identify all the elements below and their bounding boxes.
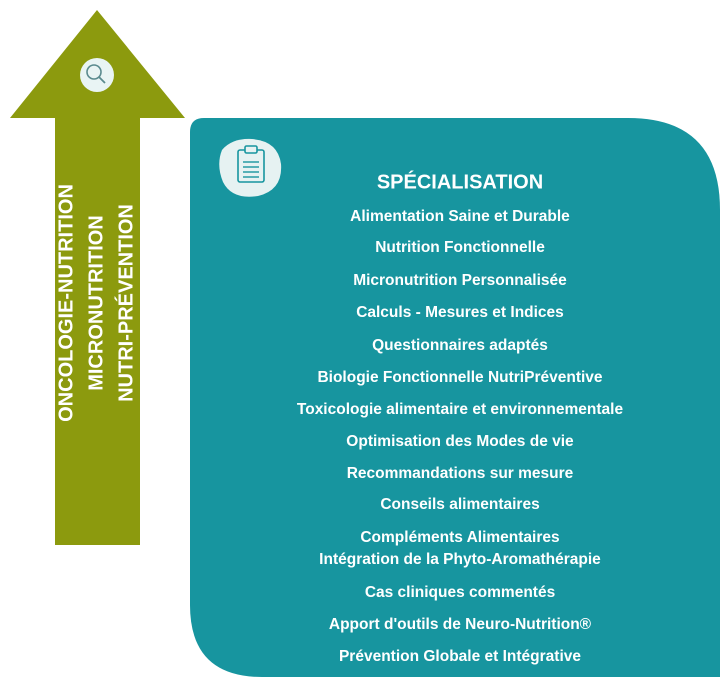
specialisation-item: Optimisation des Modes de vie <box>346 433 574 450</box>
specialisation-item: Cas cliniques commentés <box>365 584 555 601</box>
search-icon <box>80 58 114 92</box>
specialisation-item: Intégration de la Phyto-Aromathérapie <box>319 551 601 568</box>
specialisation-item: Nutrition Fonctionnelle <box>375 239 545 256</box>
clipboard-icon <box>219 138 282 197</box>
specialisation-item: Toxicologie alimentaire et environnement… <box>297 401 624 418</box>
specialisation-item: Conseils alimentaires <box>380 496 539 513</box>
specialisation-item: Compléments Alimentaires <box>360 529 559 546</box>
specialisation-item: Apport d'outils de Neuro-Nutrition® <box>329 616 592 633</box>
specialisation-item: Recommandations sur mesure <box>347 465 574 482</box>
up-arrow <box>10 10 185 545</box>
specialisation-panel <box>190 118 720 677</box>
specialisation-item: Questionnaires adaptés <box>372 337 548 354</box>
panel-title: SPÉCIALISATION <box>377 170 543 193</box>
arrow-label: ONCOLOGIE-NUTRITION <box>55 184 77 422</box>
specialisation-item: Calculs - Mesures et Indices <box>356 304 564 321</box>
arrow-label: NUTRI-PRÉVENTION <box>114 204 137 402</box>
specialisation-item: Alimentation Saine et Durable <box>350 208 570 225</box>
arrow-label: MICRONUTRITION <box>85 215 107 391</box>
specialisation-item: Prévention Globale et Intégrative <box>339 648 581 665</box>
specialisation-item: Micronutrition Personnalisée <box>353 272 567 289</box>
specialisation-item: Biologie Fonctionnelle NutriPréventive <box>317 369 602 386</box>
